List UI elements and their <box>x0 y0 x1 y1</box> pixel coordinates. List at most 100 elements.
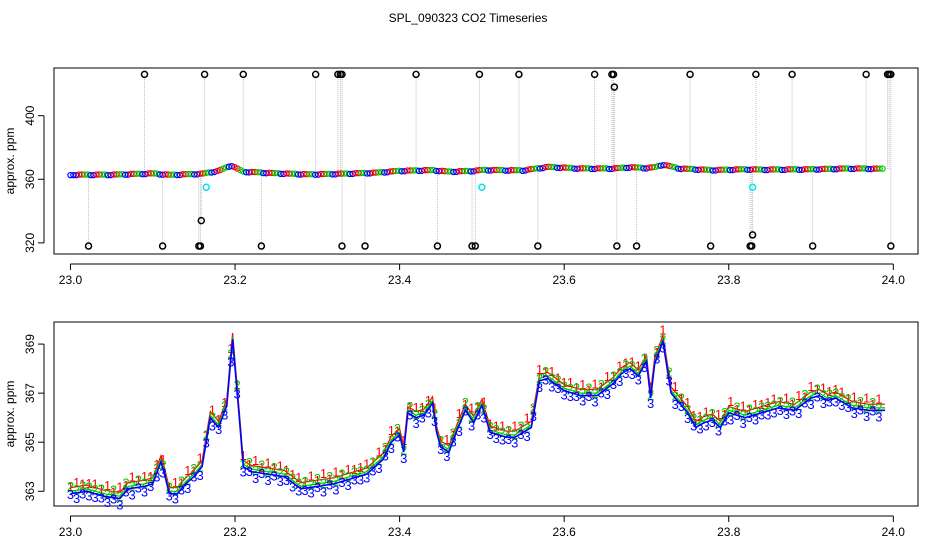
spike-point <box>862 70 870 79</box>
series-marker: 1 <box>357 460 364 475</box>
data-point <box>196 170 204 177</box>
x-axis: 23.0 23.2 23.4 23.6 23.8 24.0 <box>59 515 905 539</box>
series-marker: 2 <box>758 399 765 414</box>
series-marker: 3 <box>875 409 882 424</box>
data-point <box>528 165 535 173</box>
series-marker: 2 <box>696 413 703 428</box>
series-marker: 2 <box>752 404 759 419</box>
series-marker: 3 <box>203 436 210 451</box>
series-marker: 2 <box>270 460 277 475</box>
data-point <box>484 167 492 174</box>
series-marker: 1 <box>511 419 518 434</box>
data-point <box>101 171 109 178</box>
series-marker: 3 <box>844 400 851 415</box>
series-marker: 1 <box>863 391 870 406</box>
series-marker: 3 <box>857 403 864 418</box>
series-marker: 3 <box>869 403 876 418</box>
data-point <box>415 167 423 175</box>
series-marker: 2 <box>295 476 302 491</box>
series-marker: 3 <box>437 442 444 457</box>
series-marker: 1 <box>67 480 74 495</box>
data-point <box>208 169 215 176</box>
series-marker: 1 <box>283 462 290 477</box>
series-marker: 3 <box>270 468 277 483</box>
series-marker: 1 <box>264 455 271 470</box>
series-marker: 1 <box>369 454 376 469</box>
series-marker: 3 <box>530 409 537 424</box>
series-marker: 3 <box>382 449 389 464</box>
data-point <box>738 166 745 173</box>
series-marker: 3 <box>178 482 185 497</box>
series-marker: 2 <box>548 371 555 386</box>
series-marker: 3 <box>264 473 271 488</box>
data-point <box>107 171 114 179</box>
series-marker: 2 <box>727 404 734 419</box>
x-tick-label: 24.0 <box>882 273 906 287</box>
series-marker: 3 <box>258 466 265 481</box>
spike-point <box>334 70 342 79</box>
series-marker: 3 <box>283 473 290 488</box>
data-point <box>654 162 662 170</box>
spike-point <box>887 70 895 79</box>
series-marker: 3 <box>308 485 315 500</box>
series-marker: 1 <box>406 400 413 415</box>
series-marker: 3 <box>227 354 234 369</box>
data-point <box>444 168 451 175</box>
series-marker: 2 <box>764 398 771 413</box>
series-marker: 3 <box>715 424 722 439</box>
data-point <box>798 166 806 174</box>
series-marker: 1 <box>524 411 531 426</box>
series-marker: 3 <box>653 352 660 367</box>
series-marker: 1 <box>493 418 500 433</box>
data-point <box>565 164 572 171</box>
series-marker: 1 <box>437 433 444 448</box>
data-point <box>366 170 374 177</box>
series-marker: 3 <box>129 487 136 502</box>
series-marker: 2 <box>598 377 605 392</box>
series-marker: 3 <box>567 389 574 404</box>
data-point <box>640 165 647 172</box>
series-marker: 2 <box>110 482 117 497</box>
series-marker: 3 <box>116 498 123 513</box>
plot-frame <box>53 67 919 255</box>
series-marker: 1 <box>733 402 740 417</box>
series-marker: 3 <box>665 373 672 388</box>
series-marker: 3 <box>764 407 771 422</box>
y-tick-label: 363 <box>23 481 37 501</box>
baseline-points <box>67 161 886 179</box>
series-marker: 2 <box>443 441 450 456</box>
x-tick-label: 23.2 <box>223 525 247 539</box>
series-marker: 3 <box>104 495 111 510</box>
series-marker: 1 <box>715 407 722 422</box>
series-marker: 3 <box>166 489 173 504</box>
series-marker: 2 <box>301 474 308 489</box>
series-marker: 1 <box>178 476 185 491</box>
series-marker: 3 <box>740 416 747 431</box>
series-marker: 2 <box>449 426 456 441</box>
spike-point <box>590 70 599 79</box>
series-marker: 1 <box>616 358 623 373</box>
series-marker: 3 <box>122 484 129 499</box>
series-marker: 2 <box>369 455 376 470</box>
data-point <box>470 168 477 175</box>
flagged-point <box>478 183 486 191</box>
series-marker: 2 <box>412 407 419 422</box>
data-point <box>153 170 161 177</box>
series-marker: 3 <box>369 463 376 478</box>
series-marker: 1 <box>567 375 574 390</box>
series-line <box>70 338 886 500</box>
series-marker: 1 <box>166 479 173 494</box>
series-marker: 3 <box>277 474 284 489</box>
series-marker: 2 <box>308 477 315 492</box>
series-marker: 1 <box>277 458 284 473</box>
data-point <box>121 171 129 178</box>
series-marker: 1 <box>289 467 296 482</box>
data-point <box>663 162 670 169</box>
data-point <box>363 170 371 177</box>
data-point <box>726 166 734 174</box>
spike-point <box>361 242 369 250</box>
series-marker: 2 <box>419 402 426 417</box>
series-marker: 3 <box>684 411 691 426</box>
series-marker: 2 <box>326 469 333 484</box>
series-marker: 1 <box>246 457 253 472</box>
